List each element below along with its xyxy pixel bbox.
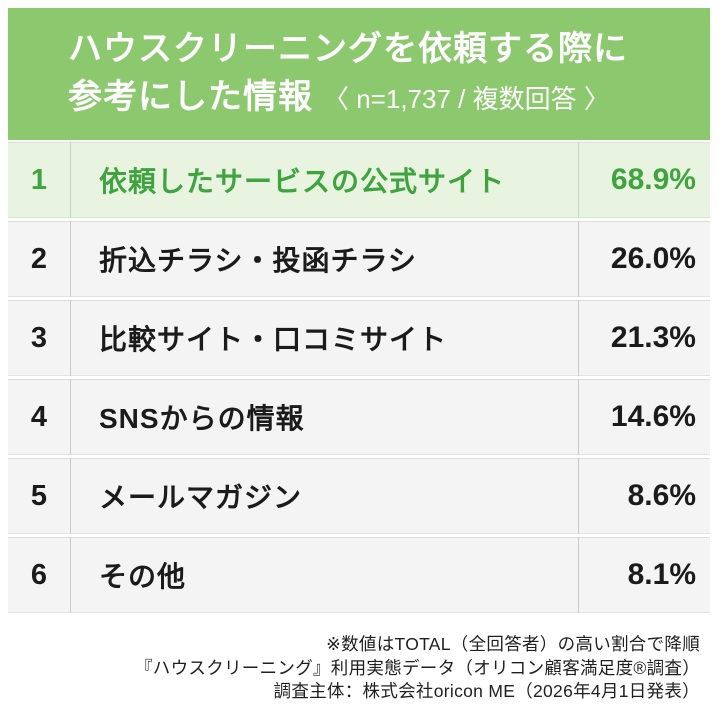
footnotes: ※数値はTOTAL（全回答者）の高い割合で降順 『ハウスクリーニング』利用実態デ… — [8, 633, 710, 704]
label-cell: 依頼したサービスの公式サイト — [71, 142, 579, 218]
rank-cell: 3 — [8, 300, 71, 376]
rank-cell: 6 — [8, 537, 71, 613]
table-row: 5 メールマガジン 8.6% — [8, 458, 710, 534]
chart-title-line2-text: 参考にした情報 — [68, 78, 313, 116]
label-cell: SNSからの情報 — [71, 379, 579, 455]
rank-cell: 1 — [8, 142, 71, 218]
table-row: 2 折込チラシ・投函チラシ 26.0% — [8, 221, 710, 297]
value-cell: 8.6% — [579, 458, 710, 534]
ranking-table: 1 依頼したサービスの公式サイト 68.9% 2 折込チラシ・投函チラシ 26.… — [8, 139, 710, 616]
label-cell: その他 — [71, 537, 579, 613]
value-cell: 68.9% — [579, 142, 710, 218]
value-cell: 26.0% — [579, 221, 710, 297]
rank-cell: 4 — [8, 379, 71, 455]
rank-cell: 2 — [8, 221, 71, 297]
label-cell: メールマガジン — [71, 458, 579, 534]
sample-size-note: 〈 n=1,737 / 複数回答 〉 — [323, 84, 610, 114]
table-row: 1 依頼したサービスの公式サイト 68.9% — [8, 142, 710, 218]
footnote-survey-publisher: 調査主体：株式会社oricon ME（2026年4月1日発表） — [273, 681, 700, 701]
chart-title-line2: 参考にした情報〈 n=1,737 / 複数回答 〉 — [68, 73, 700, 128]
value-cell: 8.1% — [579, 537, 710, 613]
footnote-sort-order: ※数値はTOTAL（全回答者）の高い割合で降順 — [326, 634, 700, 654]
footnote-data-source: 『ハウスクリーニング』利用実態データ（オリコン顧客満足度®調査） — [135, 657, 700, 678]
table-row: 4 SNSからの情報 14.6% — [8, 379, 710, 455]
table-row: 6 その他 8.1% — [8, 537, 710, 613]
chart-title-banner: ハウスクリーニングを依頼する際に 参考にした情報〈 n=1,737 / 複数回答… — [8, 8, 710, 140]
label-cell: 比較サイト・口コミサイト — [71, 300, 579, 376]
chart-title-line1: ハウスクリーニングを依頼する際に — [68, 30, 628, 68]
rank-cell: 5 — [8, 458, 71, 534]
value-cell: 14.6% — [579, 379, 710, 455]
table-row: 3 比較サイト・口コミサイト 21.3% — [8, 300, 710, 376]
value-cell: 21.3% — [579, 300, 710, 376]
label-cell: 折込チラシ・投函チラシ — [71, 221, 579, 297]
